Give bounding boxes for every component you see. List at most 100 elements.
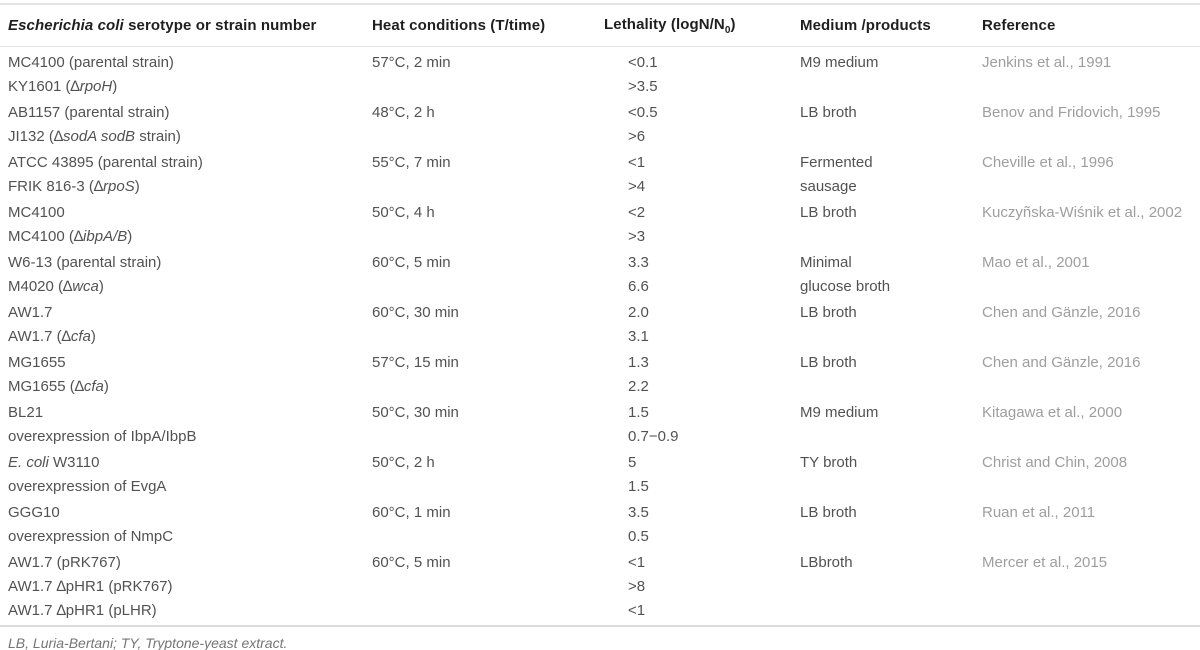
table-row-group: ATCC 43895 (parental strain) FRIK 816-3 (… — [0, 151, 1200, 199]
medium-cell: M9 medium — [800, 51, 982, 99]
strain-name: AW1.7 ∆pHR1 (pLHR) — [8, 602, 157, 619]
reference-cell: Chen and Gänzle, 2016 — [982, 351, 1200, 399]
table-row-group: MC4100 (parental strain) KY1601 (∆rpoH) 57… — [0, 51, 1200, 99]
medium-cell: LBbroth — [800, 551, 982, 623]
strain-name: AW1.7 (pRK767) — [8, 554, 121, 571]
lethality-value: 3.3 — [628, 254, 649, 271]
heat-condition-value: 50°C, 4 h — [372, 204, 435, 221]
strain-name: MG1655 — [8, 354, 66, 371]
strain-name: JI132 (∆sodA sodB strain) — [8, 128, 181, 145]
reference-cell: Christ and Chin, 2008 — [982, 451, 1200, 499]
reference-cell: Mao et al., 2001 — [982, 251, 1200, 299]
lethality-value: 2.0 — [628, 304, 649, 321]
strain-name: AW1.7 ∆pHR1 (pRK767) — [8, 578, 173, 595]
lethality-value: <1 — [628, 602, 646, 619]
lethality-value: >3.5 — [628, 78, 658, 95]
table-row-group: AW1.7 AW1.7 (∆cfa) 60°C, 30 min 2.0 3.1 LB br… — [0, 301, 1200, 349]
lethality-cell: 1.5 0.7−0.9 — [604, 401, 800, 449]
table-footnote: LB, Luria-Bertani; TY, Tryptone-yeast ex… — [8, 635, 288, 650]
lethality-cell: 3.3 6.6 — [604, 251, 800, 299]
reference-citation: Chen and Gänzle, 2016 — [982, 304, 1141, 321]
lethality-value: <0.1 — [628, 54, 658, 71]
reference-citation: Benov and Fridovich, 1995 — [982, 104, 1161, 121]
lethality-value: <0.5 — [628, 104, 658, 121]
lethality-cell: 3.5 0.5 — [604, 501, 800, 549]
heat-condition-value: 57°C, 2 min — [372, 54, 451, 71]
strain-name: AW1.7 (∆cfa) — [8, 328, 96, 345]
strain-cell: AB1157 (parental strain) JI132 (∆sodA sod… — [8, 101, 372, 149]
lethality-value: 1.5 — [628, 478, 649, 495]
lethality-value: 2.2 — [628, 378, 649, 395]
heat-condition-value: 60°C, 5 min — [372, 554, 451, 571]
heat-condition-value: 50°C, 30 min — [372, 404, 459, 421]
heat-condition-value: 55°C, 7 min — [372, 154, 451, 171]
table-row-group: AB1157 (parental strain) JI132 (∆sodA sod… — [0, 101, 1200, 149]
strain-name: E. coli W3110 — [8, 454, 100, 471]
reference-cell: Ruan et al., 2011 — [982, 501, 1200, 549]
lethality-cell: 1.3 2.2 — [604, 351, 800, 399]
column-header-strain: Escherichia coli serotype or strain numb… — [8, 17, 317, 34]
strain-name: overexpression of NmpC — [8, 528, 174, 545]
strain-name: FRIK 816-3 (∆rpoS) — [8, 178, 140, 195]
reference-cell: Cheville et al., 1996 — [982, 151, 1200, 199]
strain-name: GGG10 — [8, 504, 60, 521]
medium-value: M9 medium — [800, 54, 879, 71]
medium-cell: LB broth — [800, 301, 982, 349]
table-row-group: MC4100 MC4100 (∆ibpA/B) 50°C, 4 h <2 >3 LB br… — [0, 201, 1200, 249]
lethality-value: >3 — [628, 228, 646, 245]
lethality-cell: <0.1 >3.5 — [604, 51, 800, 99]
reference-citation: Cheville et al., 1996 — [982, 154, 1114, 171]
heat-conditions-cell: 48°C, 2 h — [372, 101, 604, 149]
reference-citation: Mercer et al., 2015 — [982, 554, 1108, 571]
lethality-cell: 5 1.5 — [604, 451, 800, 499]
reference-cell: Jenkins et al., 1991 — [982, 51, 1200, 99]
strain-name: overexpression of EvgA — [8, 478, 167, 495]
medium-value: Minimal — [800, 254, 852, 271]
reference-cell: Kitagawa et al., 2000 — [982, 401, 1200, 449]
heat-conditions-cell: 60°C, 5 min — [372, 551, 604, 623]
lethality-value: 1.3 — [628, 354, 649, 371]
medium-value: LB broth — [800, 104, 857, 121]
lethality-value: >8 — [628, 578, 646, 595]
reference-citation: Kuczyñska-Wiśnik et al., 2002 — [982, 204, 1183, 221]
lethality-value: 0.7−0.9 — [628, 428, 679, 445]
lethality-cell: <2 >3 — [604, 201, 800, 249]
table-top-rule — [0, 3, 1200, 5]
heat-condition-value: 57°C, 15 min — [372, 354, 459, 371]
medium-value: LBbroth — [800, 554, 853, 571]
strain-cell: AW1.7 AW1.7 (∆cfa) — [8, 301, 372, 349]
lethality-value: <1 — [628, 154, 646, 171]
heat-conditions-cell: 50°C, 30 min — [372, 401, 604, 449]
medium-value: LB broth — [800, 304, 857, 321]
lethality-value: 5 — [628, 454, 637, 471]
medium-cell: TY broth — [800, 451, 982, 499]
strain-name: MC4100 (parental strain) — [8, 54, 174, 71]
lethality-cell: <1 >4 — [604, 151, 800, 199]
table-row-group: MG1655 MG1655 (∆cfa) 57°C, 15 min 1.3 2.2 LB … — [0, 351, 1200, 399]
strain-name: MC4100 — [8, 204, 65, 221]
medium-value: LB broth — [800, 354, 857, 371]
lethality-value: 3.1 — [628, 328, 649, 345]
lethality-value: 1.5 — [628, 404, 649, 421]
table-row-group: BL21 overexpression of IbpA/IbpB 50°C, 30 … — [0, 401, 1200, 449]
table-body: MC4100 (parental strain) KY1601 (∆rpoH) 57… — [0, 47, 1200, 623]
table-row-group: AW1.7 (pRK767) AW1.7 ∆pHR1 (pRK767) AW1.7 … — [0, 551, 1200, 623]
strain-cell: AW1.7 (pRK767) AW1.7 ∆pHR1 (pRK767) AW1.7 … — [8, 551, 372, 623]
medium-value: glucose broth — [800, 278, 891, 295]
heat-condition-value: 50°C, 2 h — [372, 454, 435, 471]
strain-name: overexpression of IbpA/IbpB — [8, 428, 197, 445]
lethality-value: 6.6 — [628, 278, 649, 295]
strain-name: ATCC 43895 (parental strain) — [8, 154, 203, 171]
medium-cell: Minimal glucose broth — [800, 251, 982, 299]
column-header-heat-conditions: Heat conditions (T/time) — [372, 17, 546, 34]
lethality-value: >4 — [628, 178, 646, 195]
strain-name: BL21 — [8, 404, 44, 421]
heat-condition-value: 60°C, 5 min — [372, 254, 451, 271]
header-bottom-rule — [0, 46, 1200, 47]
reference-cell: Kuczyñska-Wiśnik et al., 2002 — [982, 201, 1200, 249]
medium-cell: LB broth — [800, 501, 982, 549]
strain-cell: MC4100 (parental strain) KY1601 (∆rpoH) — [8, 51, 372, 99]
medium-cell: LB broth — [800, 201, 982, 249]
column-header-reference: Reference — [982, 17, 1056, 34]
lethality-cell: <0.5 >6 — [604, 101, 800, 149]
